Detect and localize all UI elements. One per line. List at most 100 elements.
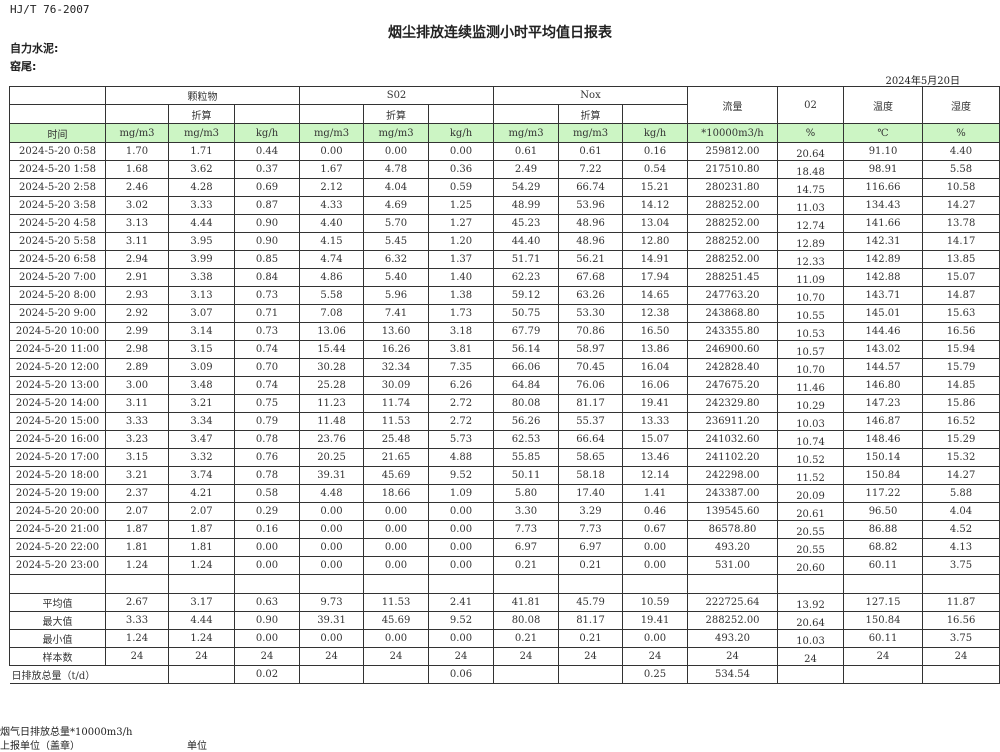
daily-total-cell: 0.25 (622, 665, 689, 684)
table-cell: 0.44 (233, 142, 301, 161)
daily-total-cell: 0.06 (428, 665, 495, 684)
table-cell: 16.56 (922, 611, 1000, 630)
table-cell: 59.12 (493, 286, 560, 305)
table-cell: 3.29 (558, 502, 624, 521)
table-cell: 4.21 (168, 484, 235, 503)
table-cell: 20.55 (777, 538, 845, 557)
table-cell: 5.88 (922, 484, 1000, 503)
table-cell: 1.20 (428, 232, 495, 251)
table-cell: 0.21 (558, 556, 624, 575)
table-cell: 145.01 (843, 304, 924, 323)
table-cell: 0.00 (622, 538, 689, 557)
table-cell: 5.40 (363, 268, 430, 287)
table-cell: 14.65 (622, 286, 689, 305)
table-cell: 1.24 (105, 556, 169, 575)
daily-total-cell (558, 665, 624, 684)
table-cell: 2.98 (105, 340, 169, 359)
table-cell: 0.90 (233, 611, 301, 630)
empty-cell (622, 574, 689, 594)
table-cell: 0.00 (428, 538, 495, 557)
table-cell: 55.37 (558, 412, 624, 431)
table-cell: 25.48 (363, 430, 430, 449)
table-cell: 16.52 (922, 412, 1000, 431)
table-cell: 242298.00 (687, 466, 779, 485)
table-cell: 5.96 (363, 286, 430, 305)
table-cell: 53.96 (558, 196, 624, 215)
table-cell: 11.03 (777, 196, 845, 215)
table-cell: 0.16 (233, 520, 301, 539)
table-cell: 13.60 (363, 322, 430, 341)
summary-row-label: 最大值 (9, 611, 106, 630)
table-cell: 144.57 (843, 358, 924, 377)
header-so2-converted: 折算 (363, 104, 430, 124)
table-cell: 96.50 (843, 502, 924, 521)
table-cell: 0.75 (233, 394, 301, 413)
table-cell: 86578.80 (687, 520, 779, 539)
table-cell: 0.00 (299, 502, 365, 521)
table-cell: 0.00 (299, 520, 365, 539)
table-cell: 2.67 (105, 593, 169, 612)
summary-row-label: 样本数 (9, 647, 106, 666)
table-cell: 0.54 (622, 160, 689, 179)
table-cell: 141.66 (843, 214, 924, 233)
table-cell: 0.73 (233, 322, 301, 341)
table-cell: 50.75 (493, 304, 560, 323)
table-cell: 10.03 (777, 412, 845, 431)
table-cell: 0.00 (428, 142, 495, 161)
table-cell: 10.29 (777, 394, 845, 413)
table-cell: 13.92 (777, 593, 845, 612)
table-row-label: 2024-5-20 5:58 (9, 232, 106, 251)
table-cell: 32.34 (363, 358, 430, 377)
empty-cell (843, 574, 924, 594)
table-cell: 4.04 (363, 178, 430, 197)
table-cell: 0.58 (233, 484, 301, 503)
table-cell: 3.18 (428, 322, 495, 341)
table-cell: 288251.45 (687, 268, 779, 287)
table-cell: 54.29 (493, 178, 560, 197)
table-cell: 3.81 (428, 340, 495, 359)
table-cell: 2.91 (105, 268, 169, 287)
table-cell: 0.21 (493, 556, 560, 575)
table-cell: 55.85 (493, 448, 560, 467)
table-cell: 4.48 (299, 484, 365, 503)
header-empty (105, 104, 169, 124)
table-cell: 20.25 (299, 448, 365, 467)
table-cell: 0.00 (622, 629, 689, 648)
header-so2: S02 (299, 86, 495, 105)
table-row-label: 2024-5-20 2:58 (9, 178, 106, 197)
table-cell: 5.58 (922, 160, 1000, 179)
table-cell: 2.07 (168, 502, 235, 521)
table-cell: 2.46 (105, 178, 169, 197)
table-cell: 0.00 (299, 629, 365, 648)
empty-cell (168, 574, 235, 594)
table-row-label: 2024-5-20 12:00 (9, 358, 106, 377)
table-row-label: 2024-5-20 13:00 (9, 376, 106, 395)
table-cell: 0.90 (233, 214, 301, 233)
table-cell: 3.11 (105, 394, 169, 413)
table-row-label: 2024-5-20 0:58 (9, 142, 106, 161)
table-cell: 16.06 (622, 376, 689, 395)
table-cell: 142.88 (843, 268, 924, 287)
empty-cell (299, 574, 365, 594)
table-cell: 0.00 (233, 538, 301, 557)
table-cell: 531.00 (687, 556, 779, 575)
table-cell: 10.03 (777, 629, 845, 648)
table-cell: 3.23 (105, 430, 169, 449)
table-cell: 20.64 (777, 611, 845, 630)
table-cell: 0.71 (233, 304, 301, 323)
table-row: 2024-5-20 23:00 1.24 1.24 0.00 0.00 0.00 0.00 0… (9, 556, 1000, 575)
table-cell: 288252.00 (687, 232, 779, 251)
table-cell: 24 (105, 647, 169, 666)
table-cell: 148.46 (843, 430, 924, 449)
table-row: 2024-5-20 17:00 3.15 3.32 0.76 20.25 21.65 4.8… (9, 448, 1000, 467)
table-cell: 3.75 (922, 556, 1000, 575)
table-row: 2024-5-20 5:58 3.11 3.95 0.90 4.15 5.45 1.20 44… (9, 232, 1000, 251)
table-cell: 4.86 (299, 268, 365, 287)
table-cell: 51.71 (493, 250, 560, 269)
header-o2: 02 (777, 86, 845, 124)
table-cell: 10.74 (777, 430, 845, 449)
table-cell: 1.27 (428, 214, 495, 233)
table-cell: 3.33 (168, 196, 235, 215)
table-cell: 0.21 (558, 629, 624, 648)
table-cell: 7.08 (299, 304, 365, 323)
